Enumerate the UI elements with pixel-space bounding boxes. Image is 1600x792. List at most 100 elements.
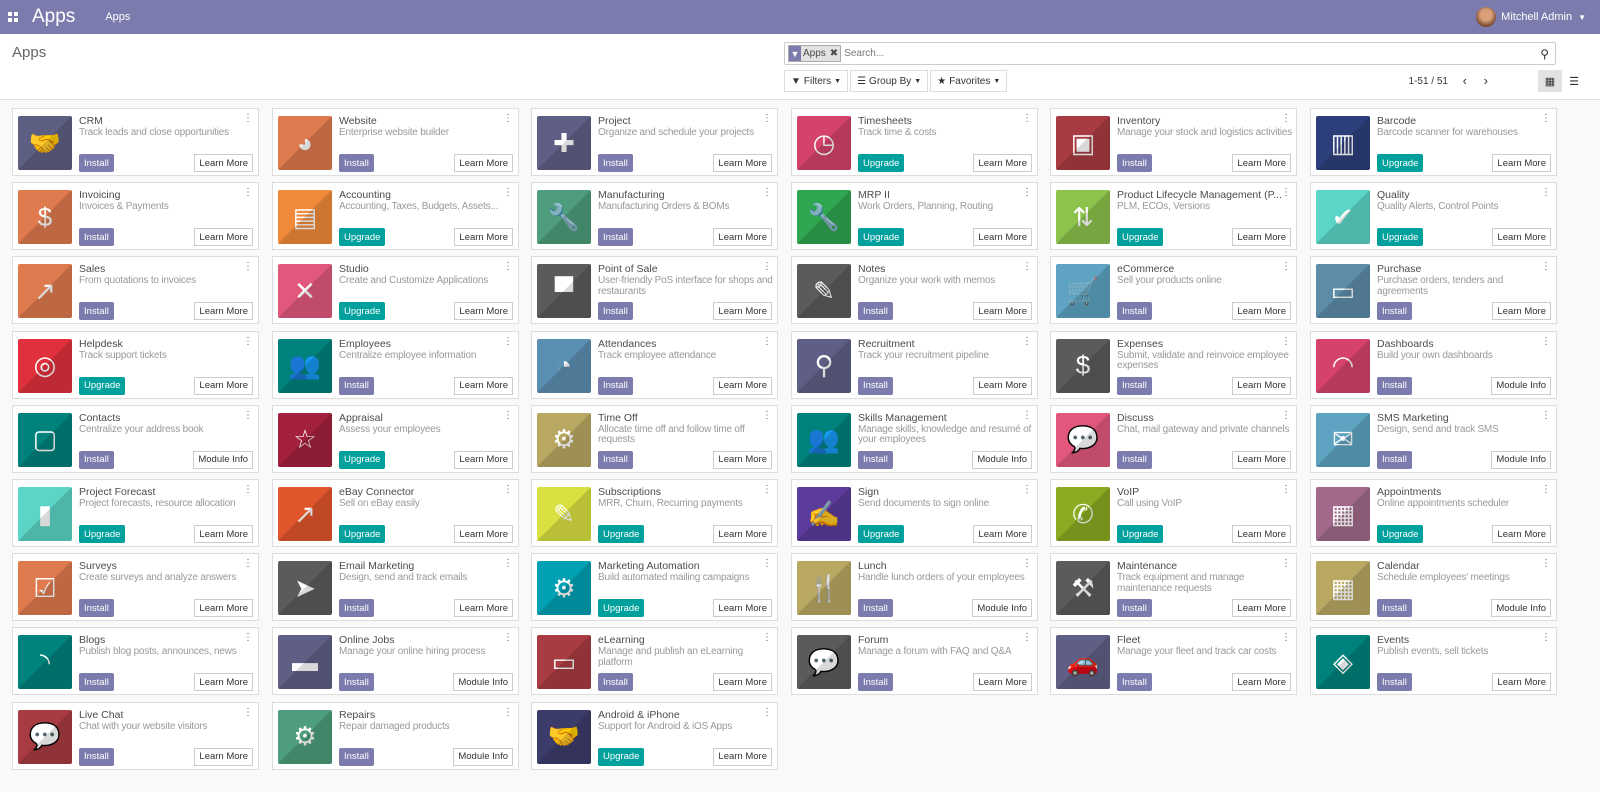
install-button[interactable]: Install: [1117, 302, 1152, 321]
install-button[interactable]: Install: [1117, 450, 1152, 469]
app-card-attendances[interactable]: ◔ Attendances Track employee attendance …: [531, 330, 778, 399]
module-info-button[interactable]: Module Info: [972, 450, 1032, 469]
kebab-menu-icon[interactable]: ⋮: [503, 632, 513, 644]
kebab-menu-icon[interactable]: ⋮: [1022, 632, 1032, 644]
kebab-menu-icon[interactable]: ⋮: [762, 558, 772, 570]
learn-more-button[interactable]: Learn More: [454, 525, 513, 543]
user-menu[interactable]: Mitchell Admin ▼: [1476, 7, 1586, 27]
group-by-button[interactable]: ☰ Group By ▼: [850, 70, 929, 92]
install-button[interactable]: Install: [598, 376, 633, 395]
upgrade-button[interactable]: Upgrade: [339, 302, 386, 321]
upgrade-button[interactable]: Upgrade: [79, 376, 126, 395]
app-card-notes[interactable]: ✎ Notes Organize your work with memos ⋮ …: [791, 256, 1038, 325]
pager-previous-icon[interactable]: ‹: [1462, 73, 1467, 88]
install-button[interactable]: Install: [1117, 154, 1152, 172]
install-button[interactable]: Install: [858, 302, 893, 321]
kebab-menu-icon[interactable]: ⋮: [243, 632, 253, 644]
learn-more-button[interactable]: Learn More: [973, 673, 1032, 692]
app-card-crm[interactable]: 🤝 CRM Track leads and close opportunitie…: [12, 108, 259, 176]
learn-more-button[interactable]: Learn More: [454, 376, 513, 395]
kebab-menu-icon[interactable]: ⋮: [762, 632, 772, 644]
pager-next-icon[interactable]: ›: [1483, 73, 1488, 88]
app-card-ecommerce[interactable]: 🛒 eCommerce Sell your products online ⋮ …: [1050, 256, 1297, 325]
app-card-forum[interactable]: 💬 Forum Manage a forum with FAQ and Q&A …: [791, 627, 1038, 696]
kebab-menu-icon[interactable]: ⋮: [243, 409, 253, 421]
kebab-menu-icon[interactable]: ⋮: [1541, 484, 1551, 495]
learn-more-button[interactable]: Learn More: [713, 302, 772, 321]
app-card-lunch[interactable]: 🍴 Lunch Handle lunch orders of your empl…: [791, 553, 1038, 622]
kebab-menu-icon[interactable]: ⋮: [503, 706, 513, 718]
app-card-android-iphone[interactable]: 🤝 Android & iPhone Support for Android &…: [531, 701, 778, 770]
install-button[interactable]: Install: [1377, 673, 1412, 692]
app-card-calendar[interactable]: ▦ Calendar Schedule employees' meetings …: [1310, 553, 1557, 622]
learn-more-button[interactable]: Learn More: [1232, 154, 1291, 172]
app-card-sign[interactable]: ✍ Sign Send documents to sign online ⋮ U…: [791, 479, 1038, 547]
kebab-menu-icon[interactable]: ⋮: [1541, 409, 1551, 421]
kebab-menu-icon[interactable]: ⋮: [243, 335, 253, 347]
learn-more-button[interactable]: Learn More: [713, 673, 772, 692]
upgrade-button[interactable]: Upgrade: [858, 228, 905, 247]
kebab-menu-icon[interactable]: ⋮: [1022, 187, 1032, 199]
pager-value[interactable]: 1-51 / 51: [1408, 76, 1448, 87]
app-card-maintenance[interactable]: ⚒ Maintenance Track equipment and manage…: [1050, 553, 1297, 622]
app-card-discuss[interactable]: 💬 Discuss Chat, mail gateway and private…: [1050, 404, 1297, 473]
app-card-timesheets[interactable]: ◷ Timesheets Track time & costs ⋮ Upgrad…: [791, 108, 1038, 176]
install-button[interactable]: Install: [598, 154, 633, 172]
app-card-dashboards[interactable]: ◠ Dashboards Build your own dashboards ⋮…: [1310, 330, 1557, 399]
list-view-icon[interactable]: ☰: [1569, 75, 1579, 88]
learn-more-button[interactable]: Learn More: [713, 450, 772, 469]
learn-more-button[interactable]: Learn More: [1232, 450, 1291, 469]
upgrade-button[interactable]: Upgrade: [79, 525, 126, 543]
install-button[interactable]: Install: [598, 228, 633, 247]
kebab-menu-icon[interactable]: ⋮: [1022, 558, 1032, 570]
learn-more-button[interactable]: Learn More: [1492, 673, 1551, 692]
learn-more-button[interactable]: Learn More: [194, 302, 253, 321]
app-card-website[interactable]: ◕ Website Enterprise website builder ⋮ I…: [272, 108, 519, 176]
app-card-live-chat[interactable]: 💬 Live Chat Chat with your website visit…: [12, 701, 259, 770]
kebab-menu-icon[interactable]: ⋮: [1541, 632, 1551, 644]
learn-more-button[interactable]: Learn More: [454, 228, 513, 247]
install-button[interactable]: Install: [79, 599, 114, 618]
learn-more-button[interactable]: Learn More: [454, 450, 513, 469]
kebab-menu-icon[interactable]: ⋮: [1022, 335, 1032, 347]
upgrade-button[interactable]: Upgrade: [339, 525, 386, 543]
kebab-menu-icon[interactable]: ⋮: [1022, 113, 1032, 124]
kebab-menu-icon[interactable]: ⋮: [1541, 335, 1551, 347]
app-card-sms-marketing[interactable]: ✉ SMS Marketing Design, send and track S…: [1310, 404, 1557, 473]
kebab-menu-icon[interactable]: ⋮: [243, 113, 253, 124]
favorites-button[interactable]: ★ Favorites ▼: [930, 70, 1008, 92]
learn-more-button[interactable]: Learn More: [1492, 154, 1551, 172]
app-card-manufacturing[interactable]: 🔧 Manufacturing Manufacturing Orders & B…: [531, 182, 778, 251]
kebab-menu-icon[interactable]: ⋮: [1281, 558, 1291, 570]
kebab-menu-icon[interactable]: ⋮: [503, 335, 513, 347]
kebab-menu-icon[interactable]: ⋮: [1541, 558, 1551, 570]
learn-more-button[interactable]: Learn More: [1492, 228, 1551, 247]
upgrade-button[interactable]: Upgrade: [598, 525, 645, 543]
learn-more-button[interactable]: Learn More: [1232, 673, 1291, 692]
upgrade-button[interactable]: Upgrade: [339, 450, 386, 469]
kebab-menu-icon[interactable]: ⋮: [1281, 187, 1291, 199]
install-button[interactable]: Install: [1117, 673, 1152, 692]
install-button[interactable]: Install: [1117, 599, 1152, 618]
module-info-button[interactable]: Module Info: [972, 599, 1032, 618]
kebab-menu-icon[interactable]: ⋮: [762, 261, 772, 273]
app-card-events[interactable]: ◈ Events Publish events, sell tickets ⋮ …: [1310, 627, 1557, 696]
install-button[interactable]: Install: [598, 302, 633, 321]
learn-more-button[interactable]: Learn More: [973, 525, 1032, 543]
learn-more-button[interactable]: Learn More: [1232, 376, 1291, 395]
kebab-menu-icon[interactable]: ⋮: [243, 706, 253, 718]
search-facet[interactable]: ▼ Apps ✖: [788, 45, 842, 62]
learn-more-button[interactable]: Learn More: [194, 747, 253, 766]
install-button[interactable]: Install: [339, 154, 374, 172]
install-button[interactable]: Install: [598, 450, 633, 469]
kebab-menu-icon[interactable]: ⋮: [1281, 632, 1291, 644]
app-card-ebay-connector[interactable]: ↗ eBay Connector Sell on eBay easily ⋮ U…: [272, 479, 519, 547]
learn-more-button[interactable]: Learn More: [1232, 599, 1291, 618]
kebab-menu-icon[interactable]: ⋮: [762, 484, 772, 495]
app-card-elearning[interactable]: ▭ eLearning Manage and publish an eLearn…: [531, 627, 778, 696]
app-card-repairs[interactable]: ⚙ Repairs Repair damaged products ⋮ Inst…: [272, 701, 519, 770]
install-button[interactable]: Install: [858, 376, 893, 395]
learn-more-button[interactable]: Learn More: [194, 599, 253, 618]
kebab-menu-icon[interactable]: ⋮: [1022, 409, 1032, 421]
install-button[interactable]: Install: [79, 154, 114, 172]
